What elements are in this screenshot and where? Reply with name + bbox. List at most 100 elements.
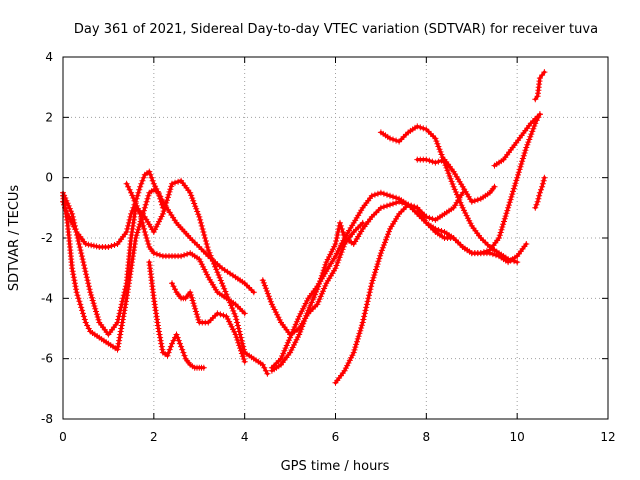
data-point	[331, 243, 338, 250]
data-point	[338, 226, 345, 232]
data-point	[162, 202, 169, 209]
data-point	[532, 204, 539, 211]
data-point	[141, 204, 148, 211]
data-point	[191, 200, 198, 207]
data-point	[267, 298, 274, 305]
data-point	[232, 313, 239, 320]
data-point	[95, 316, 102, 323]
data-point	[313, 288, 320, 295]
data-point	[349, 352, 356, 359]
data-point	[88, 292, 95, 298]
data-point	[208, 255, 215, 262]
data-point	[307, 302, 314, 309]
data-point	[317, 293, 324, 300]
data-point	[280, 350, 287, 357]
data-point	[289, 344, 296, 351]
data-point	[235, 325, 242, 332]
data-point	[176, 340, 183, 347]
data-point	[64, 200, 71, 207]
data-point	[322, 282, 329, 289]
data-point	[384, 234, 390, 240]
data-point	[429, 215, 436, 222]
data-point	[480, 249, 487, 256]
x-tick-label: 6	[332, 430, 340, 444]
data-point	[536, 192, 543, 199]
data-point	[444, 167, 451, 174]
data-point	[505, 202, 512, 209]
data-point	[508, 193, 515, 200]
data-point	[137, 183, 144, 190]
data-point	[327, 251, 334, 258]
data-point	[77, 301, 84, 308]
data-point	[320, 267, 327, 274]
data-point	[181, 352, 188, 359]
data-point	[142, 201, 149, 208]
data-point	[115, 343, 121, 350]
series-layer	[60, 69, 548, 386]
data-point	[70, 216, 77, 223]
data-point	[511, 258, 518, 265]
data-point	[522, 147, 529, 154]
data-point	[116, 334, 123, 341]
data-point	[322, 261, 329, 268]
data-point	[515, 169, 522, 176]
data-point	[358, 322, 365, 329]
data-point	[328, 248, 335, 255]
data-point	[320, 288, 326, 295]
data-point	[71, 280, 78, 287]
data-point	[538, 186, 544, 193]
data-point	[438, 151, 445, 158]
data-point	[272, 309, 279, 316]
data-point	[266, 296, 273, 302]
data-point	[150, 229, 157, 235]
data-point	[429, 158, 436, 165]
data-point	[144, 195, 151, 202]
data-point	[165, 349, 172, 356]
data-point	[317, 278, 324, 285]
data-point	[301, 303, 308, 310]
data-point	[214, 310, 221, 317]
data-point	[238, 337, 245, 344]
data-point	[81, 316, 88, 323]
data-point	[214, 269, 221, 276]
data-point	[66, 205, 73, 212]
data-point	[147, 171, 154, 178]
data-point	[314, 301, 321, 308]
data-point	[142, 232, 149, 238]
data-point	[456, 196, 463, 203]
data-point	[150, 180, 157, 187]
data-point	[295, 316, 301, 323]
data-point	[153, 223, 160, 230]
data-point	[271, 306, 278, 313]
data-point	[201, 232, 208, 238]
data-point	[156, 331, 163, 338]
data-point	[534, 198, 541, 205]
data-point	[318, 275, 324, 282]
data-point	[463, 212, 470, 219]
data-point	[65, 202, 72, 209]
data-point	[426, 157, 433, 164]
data-point	[80, 310, 86, 317]
data-point	[512, 180, 519, 187]
data-point	[83, 274, 90, 281]
data-point	[333, 238, 340, 244]
data-point	[263, 288, 270, 294]
x-tick-label: 0	[59, 430, 67, 444]
data-point	[386, 228, 392, 235]
data-point	[337, 219, 343, 226]
data-point	[510, 185, 517, 192]
series-track-12	[414, 156, 498, 205]
data-point	[131, 197, 138, 204]
data-point	[329, 246, 336, 253]
data-point	[139, 219, 146, 226]
series-track-4	[123, 180, 248, 317]
data-point	[200, 263, 207, 270]
data-point	[292, 339, 299, 346]
data-point	[296, 313, 303, 320]
data-point	[123, 229, 130, 235]
data-point	[88, 242, 95, 249]
data-point	[86, 286, 93, 293]
data-point	[541, 174, 548, 181]
data-point	[520, 152, 527, 159]
data-point	[297, 328, 304, 335]
